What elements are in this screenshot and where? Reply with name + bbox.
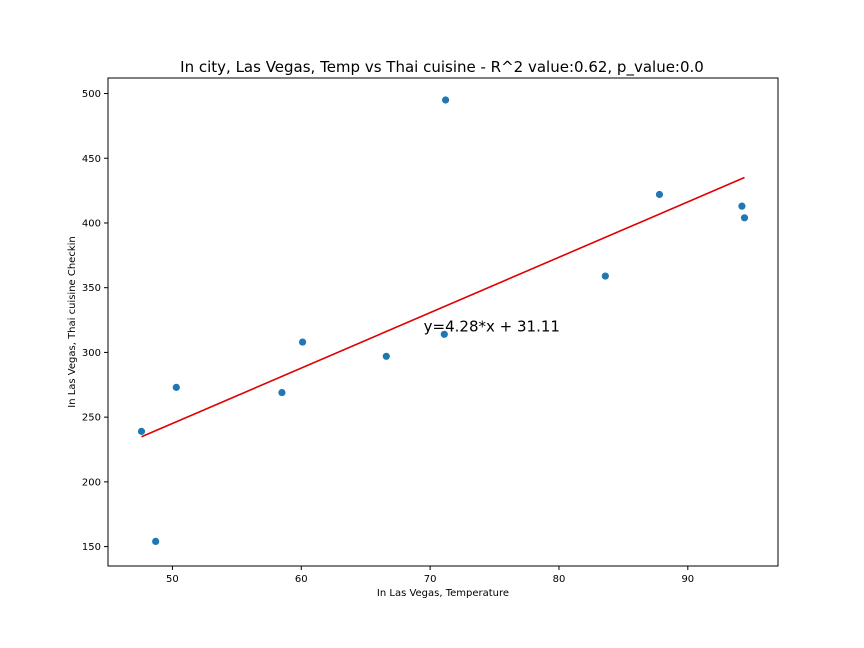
data-point: [740, 214, 749, 222]
y-axis-label: In Las Vegas, Thai cuisine Checkin: [67, 236, 78, 408]
y-tick-label: 200: [82, 477, 101, 488]
x-axis-label: In Las Vegas, Temperature: [377, 588, 509, 599]
x-axis: 50 60 70 80 90: [166, 566, 694, 585]
data-point: [278, 388, 286, 397]
regression-line: [141, 176, 745, 438]
regression-line-group: [141, 176, 745, 438]
data-point: [172, 383, 180, 391]
data-point: [440, 330, 448, 338]
plot-area-frame: [107, 77, 779, 567]
x-tick-label: 50: [166, 574, 179, 585]
y-tick-label: 350: [82, 283, 101, 294]
y-tick-label: 300: [82, 348, 101, 359]
y-tick-label: 250: [82, 413, 101, 424]
data-point: [601, 272, 609, 280]
data-point: [382, 352, 390, 360]
x-tick-label: 60: [295, 574, 308, 585]
y-axis: 150 200 250 300 350 400 450 500: [82, 89, 108, 553]
scatter-points: [137, 96, 749, 546]
data-point: [655, 190, 664, 199]
y-tick-label: 500: [82, 89, 101, 100]
y-tick-label: 150: [82, 542, 101, 553]
y-tick-label: 400: [82, 218, 101, 229]
chart-title: In city, Las Vegas, Temp vs Thai cuisine…: [180, 58, 704, 77]
data-point: [441, 96, 450, 104]
x-tick-label: 90: [681, 574, 694, 585]
x-tick-label: 70: [424, 574, 437, 585]
data-point: [152, 537, 160, 546]
regression-equation-annotation: y=4.28*x + 31.11: [424, 318, 560, 336]
data-point: [738, 202, 746, 210]
x-tick-label: 80: [553, 574, 566, 585]
y-tick-label: 450: [82, 154, 101, 165]
data-point: [137, 427, 146, 435]
data-point: [298, 338, 307, 346]
